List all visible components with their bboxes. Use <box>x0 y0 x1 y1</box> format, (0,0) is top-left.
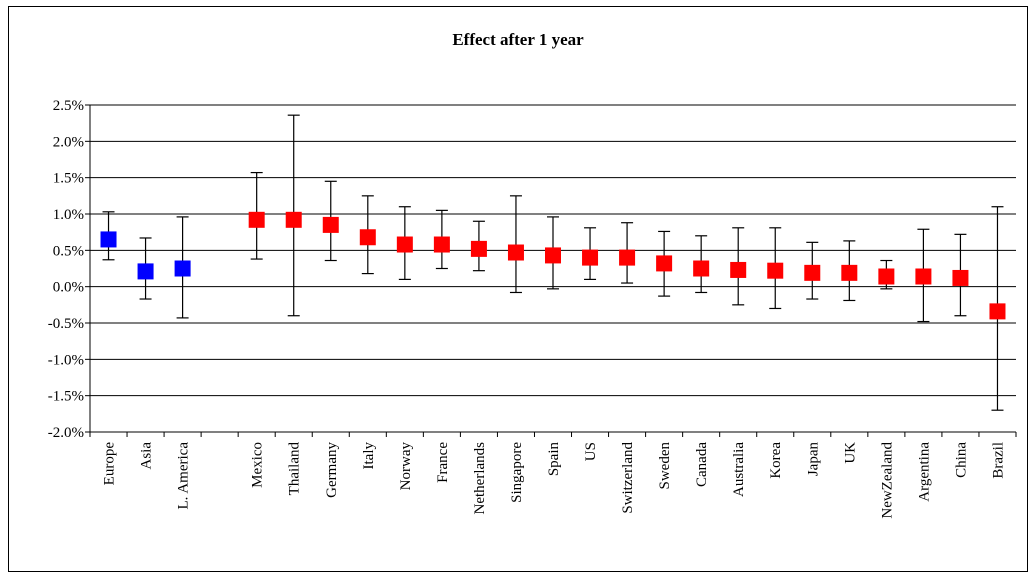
y-axis-tick-labels: 2.5% 2.0% 1.5% 1.0% 0.5% 0.0% -0.5% -1.0% -1.5% -… <box>48 98 84 441</box>
data-point-mexico <box>248 211 265 228</box>
x-tick-label: Japan <box>805 442 821 477</box>
y-tick-label: 0.0% <box>53 280 84 296</box>
x-tick-label: L. America <box>176 442 192 510</box>
y-tick-label: -1.0% <box>48 352 84 368</box>
x-tick-label: NewZealand <box>879 442 895 519</box>
data-point-sweden <box>656 255 673 272</box>
x-tick-label: Brazil <box>990 442 1006 479</box>
data-point-france <box>433 236 450 253</box>
data-point-japan <box>804 264 821 281</box>
x-tick-label: US <box>583 442 599 461</box>
x-tick-label: Sweden <box>657 442 673 490</box>
data-point-korea <box>767 262 784 279</box>
y-tick-label: -2.0% <box>48 425 84 441</box>
y-tick-label: 2.5% <box>53 98 84 114</box>
x-tick-label: Spain <box>546 442 562 477</box>
data-point-china <box>952 269 969 286</box>
x-axis-tick-labels: Europe Asia L. America Mexico Thailand German… <box>102 442 1007 519</box>
data-point-argentina <box>915 268 932 285</box>
x-tick-label: Singapore <box>509 442 525 503</box>
axes <box>85 104 1017 437</box>
data-marks <box>100 114 1006 411</box>
data-point-us <box>582 249 599 266</box>
data-point-brazil <box>989 303 1006 320</box>
y-tick-label: 1.0% <box>53 207 84 223</box>
x-tick-label: UK <box>842 442 858 464</box>
chart-frame <box>8 6 1028 572</box>
y-tick-label: 0.5% <box>53 243 84 259</box>
x-tick-label: Thailand <box>287 442 303 496</box>
x-tick-label: Switzerland <box>620 442 636 514</box>
x-tick-label: Asia <box>139 442 155 470</box>
data-point-uk <box>841 264 858 281</box>
data-point-germany <box>322 216 339 233</box>
x-tick-label: Norway <box>398 442 414 491</box>
data-point-singapore <box>507 244 524 261</box>
data-point-europe <box>100 231 117 248</box>
gridlines <box>90 104 1016 433</box>
x-tick-label: Australia <box>731 442 747 497</box>
data-point-canada <box>693 260 710 277</box>
data-point-asia <box>137 263 154 280</box>
y-tick-label: 1.5% <box>53 171 84 187</box>
data-point-switzerland <box>619 249 636 266</box>
y-tick-label: -0.5% <box>48 316 84 332</box>
data-point-spain <box>545 247 561 264</box>
x-tick-label: Mexico <box>250 442 266 488</box>
chart-title: Effect after 1 year <box>452 30 584 49</box>
y-tick-label: -1.5% <box>48 389 84 405</box>
x-tick-label: China <box>953 442 969 478</box>
data-point-italy <box>359 229 376 246</box>
x-tick-label: Argentina <box>916 442 932 502</box>
x-tick-label: Netherlands <box>472 442 488 515</box>
x-tick-label: Canada <box>694 442 710 487</box>
data-point-l-america <box>174 260 191 277</box>
x-tick-label: Europe <box>102 442 118 486</box>
x-tick-label: Korea <box>768 442 784 479</box>
data-point-norway <box>396 236 413 253</box>
x-tick-label: Germany <box>324 442 340 498</box>
data-point-australia <box>730 261 747 278</box>
data-point-thailand <box>285 211 302 228</box>
data-point-newzealand <box>878 268 895 285</box>
y-tick-label: 2.0% <box>53 134 84 150</box>
data-point-netherlands <box>470 240 487 257</box>
x-tick-label: France <box>435 442 451 483</box>
x-tick-label: Italy <box>361 442 377 470</box>
